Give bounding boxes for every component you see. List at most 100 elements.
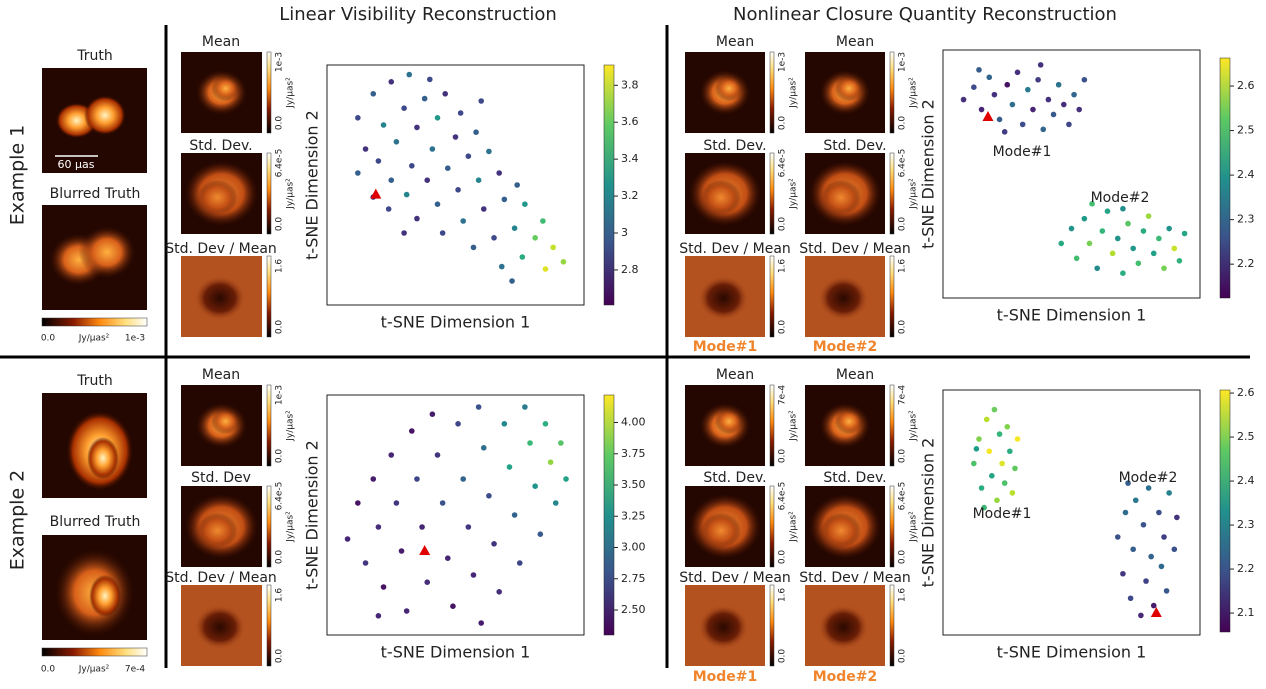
- point: [999, 460, 1005, 467]
- panel-title: Std. Dev / Mean: [165, 241, 277, 257]
- point: [563, 476, 569, 482]
- point: [421, 95, 428, 102]
- point: [388, 452, 395, 458]
- point: [1081, 215, 1088, 222]
- point: [983, 416, 990, 423]
- colorbar-label: 0.0: [778, 449, 788, 464]
- point: [478, 620, 485, 626]
- point: [1104, 208, 1111, 214]
- image-feature: [193, 275, 246, 321]
- panel-title: Mean: [716, 34, 754, 50]
- colorbar-label: 0.0: [898, 649, 908, 664]
- point: [1125, 480, 1131, 486]
- image-colorbar: [41, 647, 148, 657]
- point: [501, 196, 508, 203]
- image-colorbar: [769, 584, 775, 667]
- point: [434, 201, 441, 207]
- image-feature: [714, 75, 744, 102]
- point: [991, 406, 998, 413]
- point: [1138, 612, 1144, 619]
- panel-title: Std. Dev.: [823, 470, 886, 486]
- colorbar: [603, 394, 615, 636]
- point: [496, 589, 502, 595]
- colorbar-label: 1.6: [898, 588, 908, 603]
- colorbar-label: Jy/μas²: [286, 77, 296, 109]
- point: [976, 67, 982, 73]
- plot-area: [942, 49, 1201, 299]
- point: [460, 476, 467, 482]
- point: [1014, 69, 1021, 76]
- mode-label: Mode#2: [813, 669, 878, 685]
- colorbar-tick-label: 2.3: [1237, 213, 1255, 226]
- image-colorbar: [889, 152, 895, 235]
- point: [486, 493, 492, 499]
- point: [439, 230, 446, 236]
- image-feature: [714, 408, 744, 435]
- example-label: Example 1: [7, 125, 29, 226]
- point: [1001, 480, 1008, 486]
- point: [994, 497, 1000, 504]
- point: [398, 548, 405, 554]
- point: [355, 115, 361, 121]
- panel-title: Std. Dev.: [703, 470, 766, 486]
- point: [385, 206, 392, 212]
- colorbar-label: 6.4e-5: [898, 482, 908, 511]
- point: [393, 500, 400, 506]
- y-axis-label: t-SNE Dimension 2: [303, 440, 322, 590]
- point: [511, 512, 518, 518]
- colorbar-tick-label: 2.6: [1237, 79, 1255, 92]
- point: [362, 560, 369, 566]
- point: [1166, 490, 1172, 496]
- colorbar-tick-label: 3.6: [621, 115, 639, 128]
- image-feature: [817, 275, 870, 321]
- point: [457, 110, 464, 116]
- colorbar-tick-label: 2.8: [621, 263, 639, 276]
- colorbar: [1219, 389, 1231, 633]
- colorbar-label: Jy/μas²: [909, 410, 919, 442]
- point: [434, 115, 441, 121]
- point: [1040, 126, 1047, 133]
- x-axis-label: t-SNE Dimension 1: [381, 643, 531, 662]
- point: [1171, 546, 1178, 553]
- point: [1166, 225, 1172, 232]
- colorbar-label: 0.0: [778, 320, 788, 335]
- colorbar-label: 1e-3: [778, 52, 788, 72]
- point: [480, 206, 487, 212]
- point: [1066, 121, 1072, 128]
- image-feature: [78, 226, 136, 279]
- point: [986, 74, 993, 81]
- y-axis-label: t-SNE Dimension 2: [919, 438, 938, 588]
- point: [1161, 265, 1167, 272]
- point: [537, 531, 544, 537]
- mode-label: Mode#2: [813, 339, 878, 355]
- image-colorbar: [266, 255, 272, 338]
- point: [971, 84, 977, 90]
- point: [1156, 509, 1162, 516]
- image-feature: [89, 574, 121, 617]
- point: [1161, 534, 1167, 540]
- colorbar-tick-label: 3: [621, 226, 628, 239]
- colorbar-label: 0.0: [778, 550, 788, 565]
- colorbar-label: Jy/μas²: [789, 410, 799, 442]
- truth-marker: [370, 188, 382, 199]
- point: [1174, 514, 1180, 521]
- image-feature: [834, 75, 864, 102]
- point: [1037, 62, 1044, 68]
- colorbar-label: 0.0: [41, 334, 56, 344]
- point: [532, 235, 538, 241]
- annotation: Mode#2: [1119, 470, 1178, 486]
- point: [444, 555, 451, 561]
- colorbar-label: Jy/μas²: [286, 511, 296, 543]
- point: [1143, 578, 1149, 584]
- point: [978, 485, 985, 491]
- point: [978, 106, 985, 113]
- colorbar-label: 0.0: [778, 217, 788, 232]
- point: [1060, 101, 1067, 108]
- point: [514, 182, 520, 188]
- point: [986, 448, 993, 455]
- x-axis-label: t-SNE Dimension 1: [381, 313, 531, 332]
- colorbar-label: 0.0: [275, 449, 285, 464]
- colorbar-label: 6.4e-5: [778, 149, 788, 178]
- image-colorbar: [889, 485, 895, 568]
- image-colorbar: [889, 384, 895, 467]
